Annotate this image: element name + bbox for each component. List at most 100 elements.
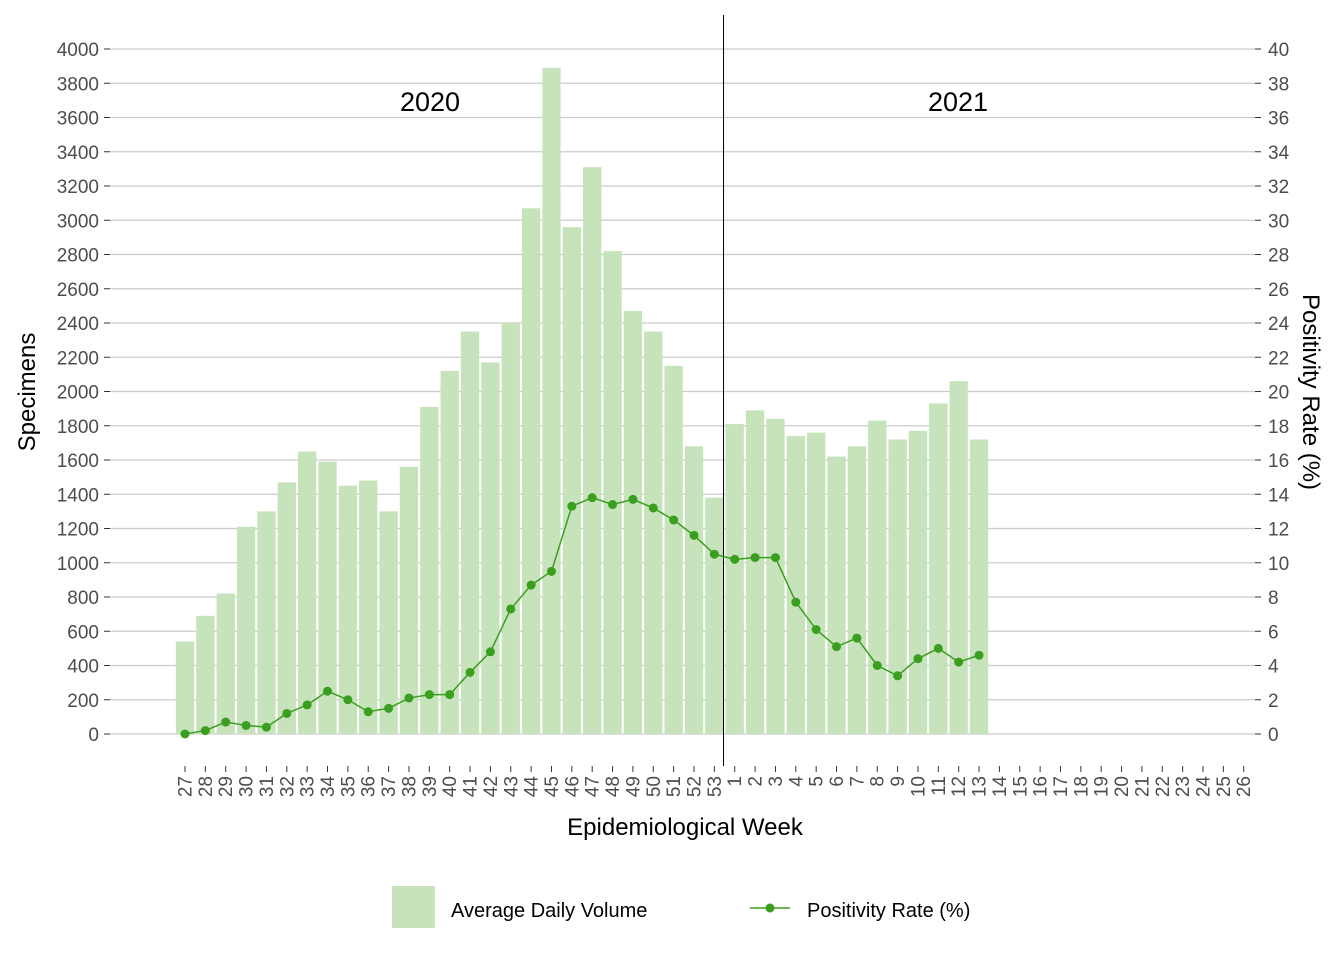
- x-tick-label: 26: [1234, 776, 1255, 797]
- y-left-tick-label: 3000: [57, 211, 99, 232]
- legend-label-positivity-rate: Positivity Rate (%): [807, 900, 970, 922]
- x-tick-label: 30: [237, 776, 258, 797]
- point-49: [628, 494, 638, 504]
- bar-30: [236, 526, 256, 734]
- x-tick-label: 18: [1071, 776, 1092, 797]
- point-53: [709, 549, 719, 559]
- legend-swatch-marker-positivity-rate: [765, 903, 775, 913]
- y-right-tick-label: 34: [1268, 143, 1290, 164]
- bar-31: [257, 511, 276, 734]
- point-48: [608, 500, 618, 510]
- x-tick-label: 4: [786, 776, 807, 787]
- x-tick-label: 8: [868, 776, 889, 787]
- y-right-tick-label: 18: [1268, 417, 1289, 438]
- x-tick-label: 5: [807, 776, 828, 787]
- y-left-tick-label: 2000: [57, 383, 99, 404]
- bar-52: [684, 446, 704, 734]
- x-tick-label: 52: [685, 776, 706, 797]
- x-tick-label: 16: [1031, 776, 1052, 797]
- y-left-tick-label: 4000: [57, 40, 99, 61]
- x-tick-label: 49: [623, 776, 644, 797]
- x-tick-label: 34: [318, 776, 339, 798]
- point-51: [669, 515, 679, 525]
- point-5: [811, 625, 821, 635]
- bar-13: [969, 439, 989, 734]
- point-13: [974, 650, 984, 660]
- y-right-tick-label: 8: [1268, 588, 1279, 609]
- x-tick-label: 10: [908, 776, 929, 797]
- point-12: [954, 657, 964, 667]
- y-right-tick-label: 20: [1268, 383, 1289, 404]
- y-right-tick-label: 36: [1268, 109, 1289, 130]
- bar-45: [542, 67, 561, 734]
- bar-47: [583, 167, 602, 735]
- bar-51: [664, 365, 683, 734]
- point-43: [506, 604, 516, 614]
- point-46: [567, 501, 577, 511]
- bar-48: [603, 251, 622, 734]
- bar-28: [196, 615, 215, 734]
- y-right-tick-label: 22: [1268, 348, 1289, 369]
- line-positivity-rate: [180, 493, 984, 739]
- bar-41: [460, 331, 480, 734]
- y-left-tick-label: 800: [67, 588, 99, 609]
- point-3: [770, 553, 780, 563]
- x-axis-ticks: 27 28 29 30 31 32 33 34 35 36 37 38 39 40 41 42 43 44 45 46…: [176, 766, 1255, 798]
- point-40: [445, 690, 455, 700]
- point-6: [832, 642, 842, 652]
- point-27: [180, 729, 190, 739]
- point-50: [648, 503, 658, 513]
- bar-11: [929, 403, 948, 734]
- y-right-tick-label: 26: [1268, 280, 1289, 301]
- point-37: [384, 703, 394, 713]
- bar-43: [501, 323, 520, 734]
- x-tick-label: 31: [257, 776, 278, 797]
- bar-53: [705, 497, 724, 734]
- point-44: [526, 580, 536, 590]
- x-tick-label: 6: [827, 776, 848, 787]
- point-42: [485, 647, 495, 657]
- y-axis-left-ticks: 0 200 400 600 800 1000 1200 1400 1600 1800 2000 220…: [57, 40, 110, 746]
- x-tick-label: 11: [929, 776, 950, 796]
- x-tick-label: 12: [949, 776, 970, 797]
- y-left-tick-label: 1600: [57, 451, 99, 472]
- bar-33: [298, 451, 317, 734]
- bar-35: [338, 485, 358, 734]
- point-4: [791, 597, 801, 607]
- x-tick-label: 40: [440, 776, 461, 797]
- y-right-tick-label: 10: [1268, 554, 1289, 575]
- y-left-tick-label: 1800: [57, 417, 99, 438]
- y-right-tick-label: 28: [1268, 246, 1289, 267]
- y-right-tick-label: 2: [1268, 691, 1279, 712]
- y-left-tick-label: 2400: [57, 314, 99, 335]
- x-tick-label: 9: [888, 776, 909, 787]
- point-52: [689, 530, 699, 540]
- x-tick-label: 3: [766, 776, 787, 787]
- y-left-tick-label: 3800: [57, 74, 99, 95]
- x-tick-label: 13: [970, 776, 991, 797]
- point-8: [872, 661, 882, 670]
- y-right-tick-label: 30: [1268, 211, 1289, 232]
- x-tick-label: 29: [216, 776, 237, 797]
- y-right-tick-label: 16: [1268, 451, 1289, 472]
- x-tick-label: 38: [399, 776, 420, 797]
- bar-5: [807, 432, 826, 734]
- point-11: [933, 643, 943, 653]
- bar-27: [175, 641, 195, 734]
- point-9: [893, 671, 903, 681]
- y-left-tick-label: 1200: [57, 520, 99, 541]
- x-tick-label: 2: [746, 776, 767, 787]
- point-2: [750, 553, 760, 563]
- y-left-tick-label: 1000: [57, 554, 99, 575]
- x-tick-label: 1: [725, 776, 746, 787]
- x-tick-label: 42: [481, 776, 502, 797]
- x-tick-label: 14: [990, 776, 1011, 798]
- x-tick-label: 43: [501, 776, 522, 797]
- legend: Average Daily Volume Positivity Rate (%): [392, 886, 970, 928]
- bar-10: [908, 430, 928, 734]
- bar-44: [521, 208, 541, 734]
- x-tick-label: 44: [522, 776, 543, 798]
- x-tick-label: 21: [1132, 776, 1153, 797]
